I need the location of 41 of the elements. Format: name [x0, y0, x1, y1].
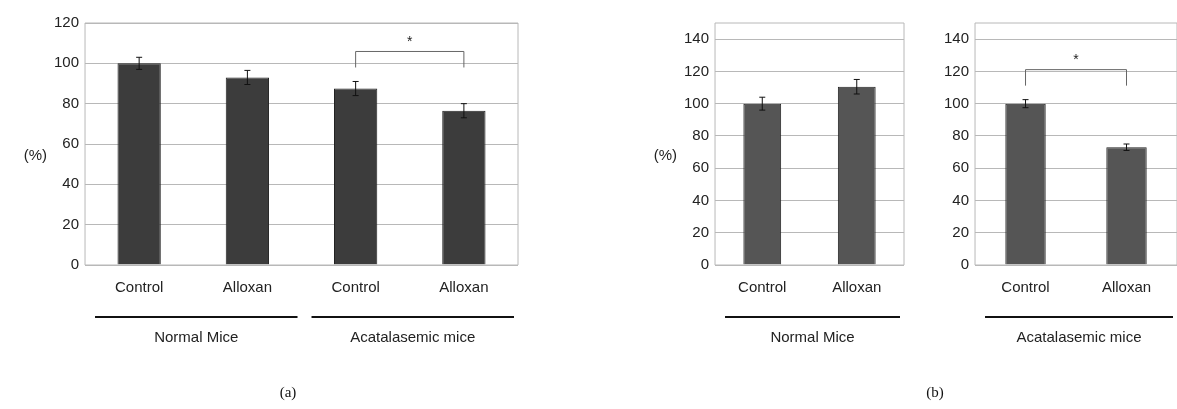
- y-tick-label: 40: [952, 190, 970, 208]
- x-tick-label: Control: [114, 278, 164, 296]
- y-tick-label: 20: [62, 214, 80, 232]
- y-tick-label: 120: [944, 61, 970, 79]
- x-tick-label: Alloxan: [439, 278, 489, 296]
- y-tick-label: 0: [960, 255, 970, 273]
- y-tick-label: 60: [692, 158, 710, 176]
- y-axis-title: (%): [23, 146, 48, 164]
- x-axis-title: Acatalasemic mice: [1016, 328, 1142, 346]
- y-tick-label: 120: [54, 13, 80, 31]
- y-tick-label: 100: [54, 53, 80, 71]
- y-tick-label: 20: [952, 222, 970, 240]
- y-tick-label: 100: [944, 93, 970, 111]
- x-tick-label: Control: [738, 278, 787, 296]
- x-tick-label: Alloxan: [1101, 278, 1152, 296]
- text: Acatalasemic mice: [350, 328, 476, 346]
- y-tick-label: 60: [952, 158, 970, 176]
- y-tick-label: 60: [62, 134, 80, 152]
- text: (a): [279, 384, 297, 402]
- x-tick-label: Alloxan: [832, 278, 882, 296]
- x-axis-title: Normal Mice: [770, 328, 855, 346]
- y-tick-label: 0: [700, 255, 710, 273]
- x-tick-label: Alloxan: [222, 278, 272, 296]
- annotation: *: [1073, 51, 1080, 68]
- y-tick-label: 80: [692, 126, 710, 144]
- x-tick-label: Control: [1001, 278, 1050, 296]
- y-tick-label: 40: [692, 190, 710, 208]
- y-axis-title: (%): [653, 146, 678, 164]
- y-tick-label: 0: [70, 255, 80, 273]
- y-tick-label: 140: [684, 29, 710, 47]
- y-tick-label: 100: [684, 93, 710, 111]
- y-tick-label: 80: [952, 126, 970, 144]
- y-tick-label: 40: [62, 174, 80, 192]
- y-tick-label: 140: [944, 29, 970, 47]
- text: (b): [926, 384, 944, 402]
- y-tick-label: 80: [62, 93, 80, 111]
- annotation: *: [407, 33, 414, 50]
- y-tick-label: 20: [692, 222, 710, 240]
- text: Normal Mice: [154, 328, 239, 346]
- x-tick-label: Control: [331, 278, 380, 296]
- y-tick-label: 120: [684, 61, 710, 79]
